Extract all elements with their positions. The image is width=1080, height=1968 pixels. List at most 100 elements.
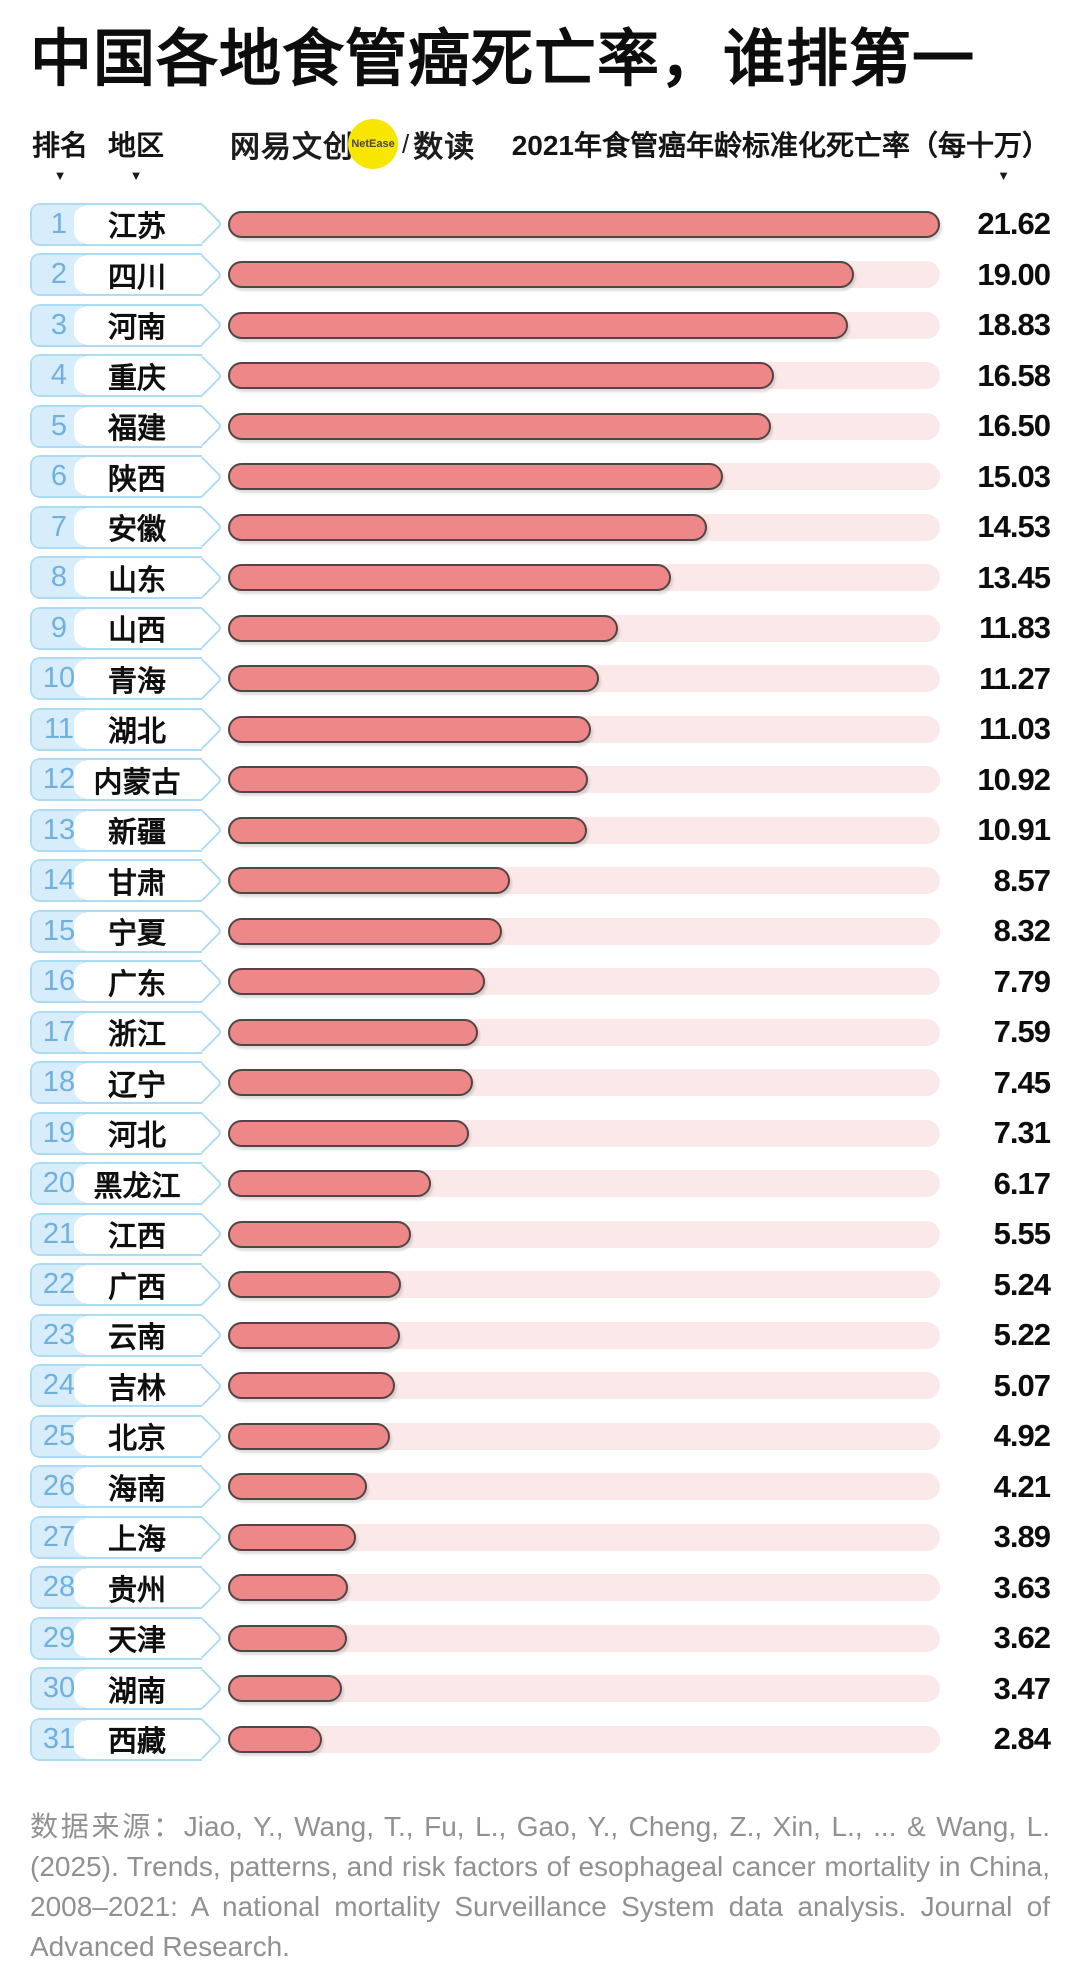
bar-track bbox=[228, 513, 940, 541]
rank-region-tag: 16 广东 bbox=[30, 960, 224, 1004]
region-name: 山西 bbox=[74, 609, 200, 647]
value-column-label: 2021年食管癌年龄标准化死亡率（每十万） bbox=[511, 130, 1050, 162]
region-name: 重庆 bbox=[74, 357, 200, 395]
bar-track bbox=[228, 614, 940, 642]
region-name: 福建 bbox=[74, 407, 200, 445]
bar-fill bbox=[228, 1473, 367, 1501]
bar-fill bbox=[228, 412, 772, 440]
region-name: 甘肃 bbox=[74, 862, 200, 900]
bar-track bbox=[228, 1271, 940, 1299]
region-name: 辽宁 bbox=[74, 1064, 200, 1102]
rank-region-tag: 27 上海 bbox=[30, 1515, 224, 1559]
bar-track bbox=[228, 968, 940, 996]
rank-region-tag: 22 广西 bbox=[30, 1263, 224, 1307]
bar-track bbox=[228, 1220, 940, 1248]
bar-track bbox=[228, 1372, 940, 1400]
logo-brand-text: 网易文创 bbox=[230, 131, 355, 165]
chart-row: 31 西藏 2.84 bbox=[30, 1714, 1051, 1765]
rank-region-tag: 7 安徽 bbox=[30, 505, 224, 549]
bar-track bbox=[228, 1624, 940, 1652]
bar-fill bbox=[228, 1725, 322, 1753]
bar-fill bbox=[228, 1321, 400, 1349]
value-column-header: 2021年食管癌年龄标准化死亡率（每十万） ▼ bbox=[512, 124, 1050, 183]
rank-number: 13 bbox=[32, 810, 86, 850]
bar-value: 3.89 bbox=[993, 1519, 1051, 1555]
sort-triangle-icon: ▼ bbox=[129, 168, 143, 184]
bar-value: 4.21 bbox=[993, 1468, 1051, 1504]
chart-row: 12 内蒙古 10.92 bbox=[30, 755, 1051, 806]
region-name: 江苏 bbox=[74, 205, 200, 243]
chart-row: 21 江西 5.55 bbox=[30, 1209, 1051, 1260]
chart-row: 4 重庆 16.58 bbox=[30, 351, 1051, 402]
region-name: 北京 bbox=[74, 1417, 200, 1455]
logo-subbrand-text: 数读 bbox=[413, 131, 476, 165]
bar-value: 2.84 bbox=[993, 1721, 1051, 1757]
bar-value: 21.62 bbox=[977, 206, 1051, 242]
bar-value: 11.03 bbox=[979, 711, 1051, 747]
bar-fill bbox=[228, 816, 588, 844]
bar-value: 7.45 bbox=[993, 1064, 1051, 1100]
region-name: 天津 bbox=[74, 1619, 200, 1657]
rank-region-tag: 24 吉林 bbox=[30, 1364, 224, 1408]
bar-track bbox=[228, 362, 940, 390]
rank-region-tag: 12 内蒙古 bbox=[30, 758, 224, 802]
region-name: 陕西 bbox=[74, 458, 200, 496]
rank-region-tag: 30 湖南 bbox=[30, 1667, 224, 1711]
rank-region-tag: 31 西藏 bbox=[30, 1717, 224, 1761]
bar-track bbox=[228, 1523, 940, 1551]
bar-track bbox=[228, 917, 940, 945]
chart-row: 23 云南 5.22 bbox=[30, 1310, 1051, 1361]
rank-column-label: 排名 bbox=[32, 130, 89, 162]
region-name: 湖南 bbox=[74, 1670, 200, 1708]
chart-row: 6 陕西 15.03 bbox=[30, 452, 1051, 503]
chart-row: 27 上海 3.89 bbox=[30, 1512, 1051, 1563]
bar-track bbox=[228, 1473, 940, 1501]
region-column-header: 地区 ▼ bbox=[108, 124, 164, 183]
chart-row: 8 山东 13.45 bbox=[30, 553, 1051, 604]
bar-value: 7.59 bbox=[993, 1014, 1051, 1050]
bar-track bbox=[228, 1018, 940, 1046]
chart-row: 7 安徽 14.53 bbox=[30, 502, 1051, 553]
bar-value: 3.62 bbox=[993, 1620, 1051, 1656]
bar-track bbox=[228, 463, 940, 491]
bar-fill bbox=[228, 362, 775, 390]
bar-fill bbox=[228, 261, 854, 289]
bar-fill bbox=[228, 1675, 343, 1703]
bar-fill bbox=[228, 766, 588, 794]
bar-fill bbox=[228, 564, 671, 592]
bar-value: 3.63 bbox=[993, 1569, 1051, 1605]
bar-value: 5.22 bbox=[993, 1317, 1051, 1353]
bar-track bbox=[228, 715, 940, 743]
bar-track bbox=[228, 1170, 940, 1198]
region-name: 河南 bbox=[74, 306, 200, 344]
rank-region-tag: 23 云南 bbox=[30, 1313, 224, 1357]
bar-fill bbox=[228, 1170, 432, 1198]
region-name: 广东 bbox=[74, 963, 200, 1001]
bar-fill bbox=[228, 513, 707, 541]
rank-region-tag: 4 重庆 bbox=[30, 354, 224, 398]
sort-triangle-icon: ▼ bbox=[53, 168, 67, 184]
region-name: 四川 bbox=[74, 256, 200, 294]
bar-track bbox=[228, 311, 940, 339]
chart-row: 2 四川 19.00 bbox=[30, 250, 1051, 301]
logo-separator: / bbox=[402, 128, 410, 159]
bar-fill bbox=[228, 968, 485, 996]
chart-row: 19 河北 7.31 bbox=[30, 1108, 1051, 1159]
bar-track bbox=[228, 1422, 940, 1450]
region-name: 湖北 bbox=[74, 710, 200, 748]
bar-fill bbox=[228, 1422, 391, 1450]
bar-value: 10.91 bbox=[977, 812, 1051, 848]
chart-row: 25 北京 4.92 bbox=[30, 1411, 1051, 1462]
bar-fill bbox=[228, 1069, 474, 1097]
bar-fill bbox=[228, 614, 618, 642]
bar-fill bbox=[228, 715, 592, 743]
bar-value: 11.83 bbox=[979, 610, 1051, 646]
region-column-label: 地区 bbox=[108, 130, 165, 162]
bar-fill bbox=[228, 1119, 469, 1147]
rank-region-tag: 29 天津 bbox=[30, 1616, 224, 1660]
region-name: 广西 bbox=[74, 1266, 200, 1304]
rank-region-tag: 8 山东 bbox=[30, 556, 224, 600]
netease-logo: 网易文创 NetEase / 数读 bbox=[230, 118, 475, 170]
bar-value: 8.57 bbox=[993, 862, 1051, 898]
